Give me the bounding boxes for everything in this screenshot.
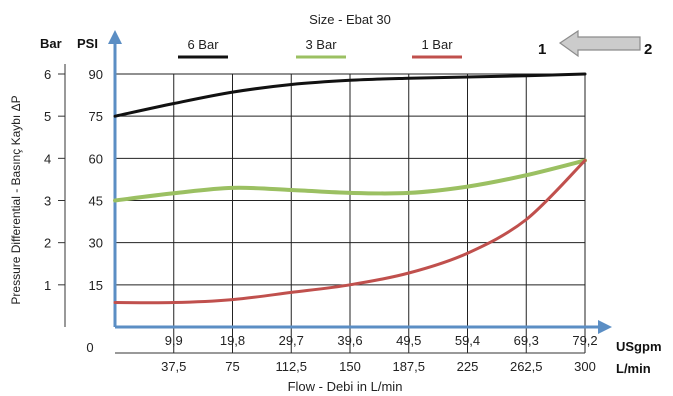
- inlet-port-label: 1: [538, 41, 546, 58]
- x-tick-lmin: 150: [339, 359, 361, 374]
- x-tick-usgpm: 69,3: [514, 333, 539, 348]
- y-unit-bar: Bar: [40, 36, 62, 51]
- y-unit-psi: PSI: [77, 36, 98, 51]
- axes: [108, 30, 612, 334]
- y-tick-bar: 6: [44, 67, 51, 82]
- y-tick-psi: 45: [89, 194, 103, 209]
- x-tick-lmin: 262,5: [510, 359, 543, 374]
- labels: Size - Ebat 30 Bar PSI USgpm L/min Flow …: [9, 12, 662, 394]
- y-tick-bar: 1: [44, 278, 51, 293]
- x-unit-lmin: L/min: [616, 361, 651, 376]
- x-tick-lmin: 187,5: [392, 359, 425, 374]
- series-lines: [113, 72, 587, 305]
- y-tick-bar: 4: [44, 151, 51, 166]
- y-tick-psi: 60: [89, 151, 103, 166]
- x-tick-usgpm: 29,7: [279, 333, 304, 348]
- y-tick-bar: 5: [44, 109, 51, 124]
- y-tick-psi: 15: [89, 278, 103, 293]
- y-tick-bar: 3: [44, 194, 51, 209]
- x-axis-title: Flow - Debi in L/min: [288, 379, 403, 394]
- series-line-1-bar: [113, 158, 587, 305]
- x-tick-lmin: 112,5: [275, 359, 307, 374]
- y-axis-arrowhead: [108, 30, 122, 44]
- flow-arrow-icon: [558, 29, 641, 58]
- grid: [58, 64, 586, 354]
- y-axis-title: Pressure Differential - Basınç Kaybı ΔP: [9, 95, 23, 304]
- x-tick-lmin: 75: [225, 359, 239, 374]
- x-axis-arrowhead: [598, 320, 612, 334]
- legend-label: 6 Bar: [187, 37, 219, 52]
- y-tick-psi: 90: [89, 67, 103, 82]
- x-tick-usgpm: 59,4: [455, 333, 480, 348]
- flow-direction-indicator: 1 2: [538, 29, 652, 58]
- y-tick-bar: 2: [44, 236, 51, 251]
- legend-label: 1 Bar: [421, 37, 453, 52]
- legend: 6 Bar 3 Bar 1 Bar: [178, 37, 462, 59]
- outlet-port-label: 2: [644, 41, 652, 58]
- x-tick-lmin: 37,5: [161, 359, 186, 374]
- x-tick-usgpm: 9,9: [165, 333, 183, 348]
- x-tick-lmin: 300: [574, 359, 596, 374]
- x-tick-usgpm: 79,2: [572, 333, 597, 348]
- x-tick-usgpm: 39,6: [337, 333, 362, 348]
- chart-title: Size - Ebat 30: [309, 12, 391, 27]
- series-line-6-bar: [113, 72, 587, 118]
- y-tick-psi: 75: [89, 109, 103, 124]
- x-unit-usgpm: USgpm: [616, 339, 662, 354]
- x-tick-usgpm: 49,5: [396, 333, 421, 348]
- x-tick-usgpm: 19,8: [220, 333, 245, 348]
- y-tick-psi: 30: [89, 236, 103, 251]
- series-line-3-bar: [113, 158, 587, 203]
- legend-label: 3 Bar: [305, 37, 337, 52]
- x-tick-lmin: 225: [457, 359, 479, 374]
- zero-label: 0: [86, 340, 93, 355]
